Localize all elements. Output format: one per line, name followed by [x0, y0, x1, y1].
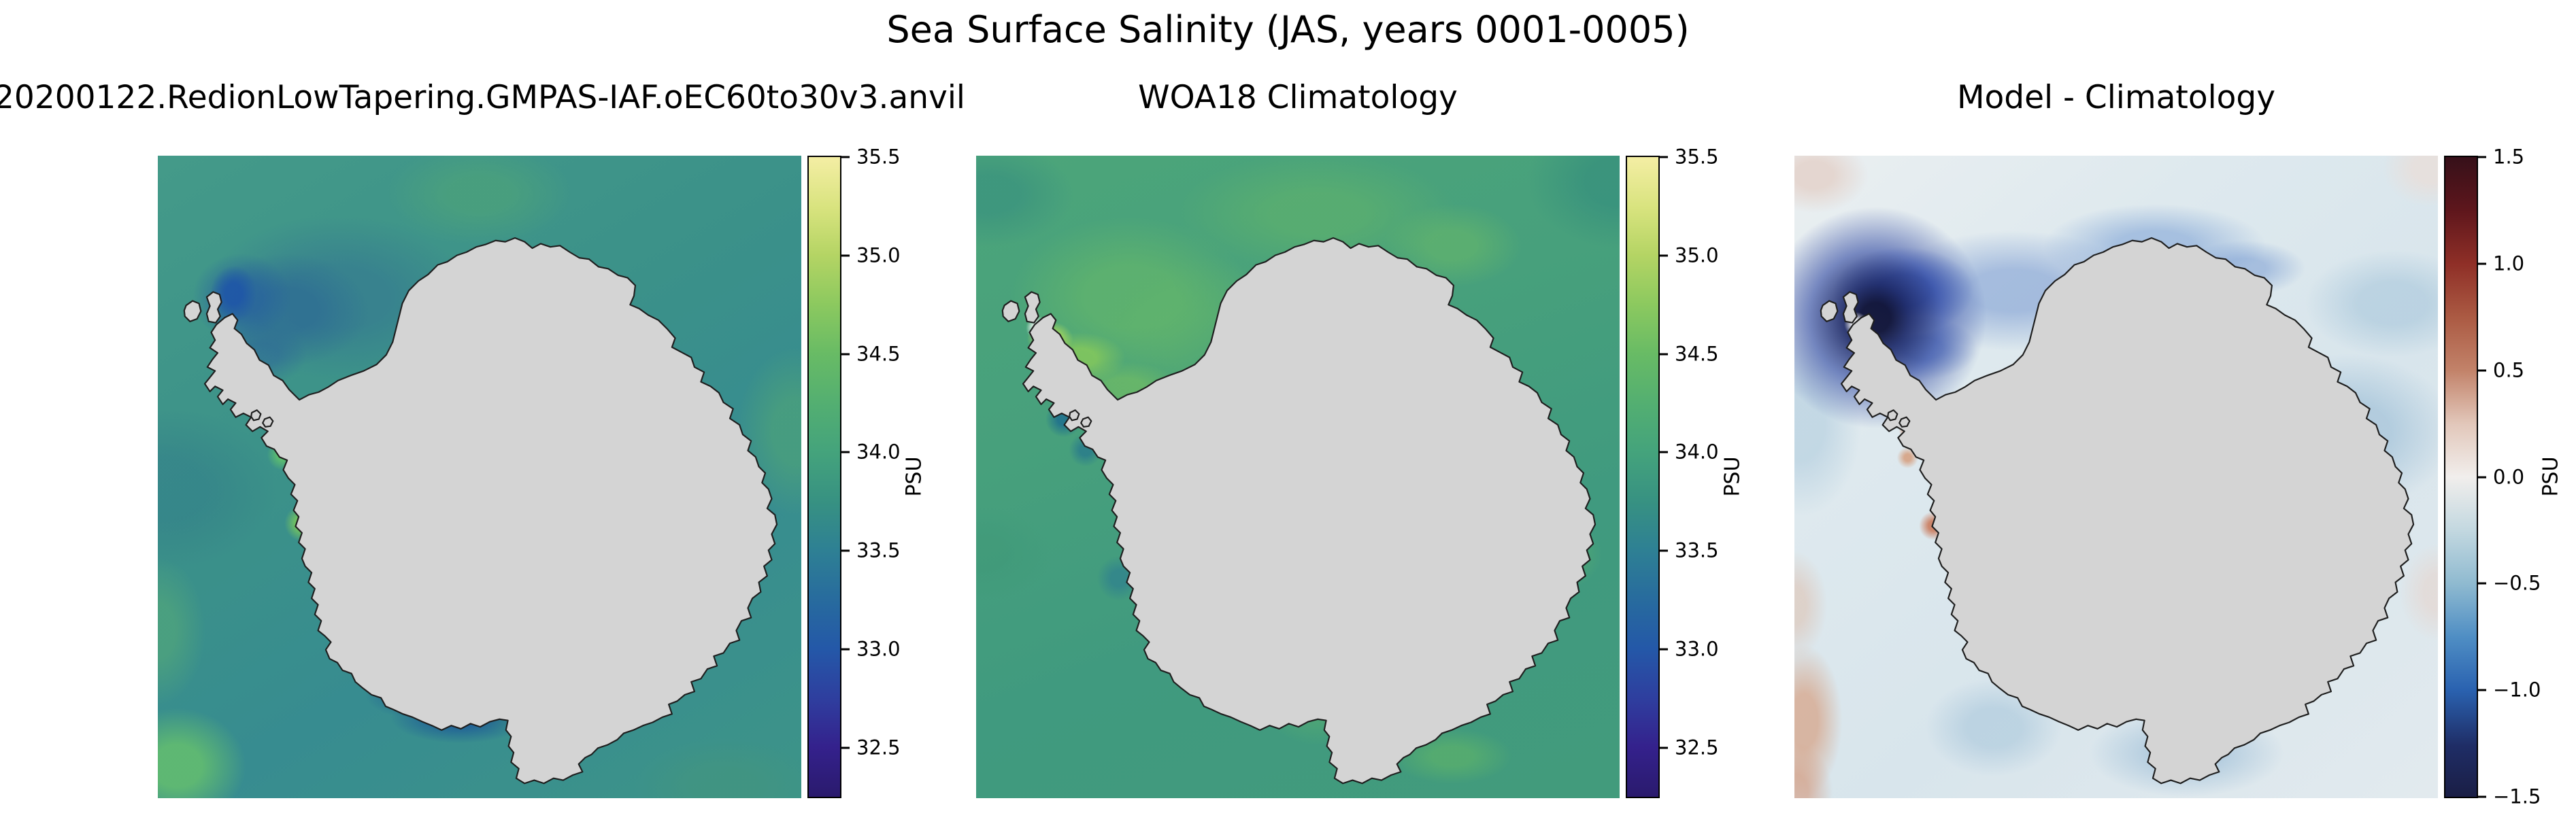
tick-mark — [1658, 746, 1668, 749]
colorbar-climatology: 35.5 35.0 34.5 34.0 33.5 33.0 32.5 — [1626, 147, 1719, 798]
tick-label: 0.5 — [2493, 358, 2525, 382]
colorbar-gradient-haline — [1627, 157, 1658, 797]
tick-label: 0.0 — [2493, 465, 2525, 488]
tick-mark — [2477, 262, 2486, 265]
tick-label: 34.0 — [1675, 440, 1719, 464]
tick-label: 34.5 — [856, 342, 901, 366]
map-model — [158, 156, 801, 798]
colorbar-gradient-balance — [2445, 157, 2477, 797]
tick-mark — [2477, 795, 2486, 798]
tick-mark — [2477, 582, 2486, 585]
tick-mark — [840, 549, 850, 552]
colorbar-model: 35.5 35.0 34.5 34.0 33.5 33.0 32.5 — [807, 147, 901, 798]
antarctica-silhouette — [1794, 156, 2438, 798]
tick-mark — [1658, 353, 1668, 356]
figure-title: Sea Surface Salinity (JAS, years 0001-00… — [886, 8, 1690, 51]
tick-label: 1.0 — [2493, 252, 2525, 275]
tick-mark — [1658, 549, 1668, 552]
tick-mark — [840, 156, 850, 158]
tick-label: 33.5 — [1675, 538, 1719, 562]
tick-label: 34.0 — [856, 440, 901, 464]
colorbar-unit-label: PSU — [902, 456, 926, 497]
tick-label: 35.0 — [856, 243, 901, 267]
tick-label: 1.5 — [2493, 145, 2525, 169]
tick-label: 35.5 — [1675, 145, 1719, 169]
tick-label: 33.5 — [856, 538, 901, 562]
tick-mark — [840, 648, 850, 651]
colorbar-unit-label: PSU — [1720, 456, 1745, 497]
panel-title-climatology: WOA18 Climatology — [1138, 79, 1458, 116]
panel-model: 20200122.RedionLowTapering.GMPAS-IAF.oEC… — [0, 0, 976, 824]
colorbar-gradient-haline — [809, 157, 840, 797]
tick-label: 35.5 — [856, 145, 901, 169]
tick-label: 32.5 — [1675, 736, 1719, 759]
tick-mark — [1658, 156, 1668, 158]
tick-label: −1.5 — [2493, 785, 2541, 808]
map-climatology — [976, 156, 1620, 798]
tick-label: −1.0 — [2493, 678, 2541, 702]
colorbar-difference: 1.5 1.0 0.5 0.0 −0.5 −1.0 −1.5 — [2444, 147, 2541, 806]
antarctica-silhouette — [976, 156, 1620, 798]
tick-mark — [1658, 254, 1668, 257]
tick-label: −0.5 — [2493, 571, 2541, 595]
tick-mark — [1658, 648, 1668, 651]
panel-title-model: 20200122.RedionLowTapering.GMPAS-IAF.oEC… — [0, 79, 965, 116]
tick-mark — [840, 254, 850, 257]
panel-climatology: WOA18 Climatology 35.5 35.0 34.5 34.0 33… — [976, 0, 1794, 824]
tick-label: 34.5 — [1675, 342, 1719, 366]
antarctica-silhouette — [158, 156, 801, 798]
tick-mark — [840, 451, 850, 453]
tick-label: 35.0 — [1675, 243, 1719, 267]
tick-mark — [1658, 451, 1668, 453]
tick-mark — [2477, 369, 2486, 372]
tick-mark — [840, 353, 850, 356]
tick-mark — [2477, 689, 2486, 691]
map-difference — [1794, 156, 2438, 798]
tick-label: 32.5 — [856, 736, 901, 759]
tick-mark — [2477, 476, 2486, 478]
tick-label: 33.0 — [1675, 637, 1719, 661]
colorbar-unit-label: PSU — [2539, 456, 2563, 497]
tick-mark — [840, 746, 850, 749]
panel-title-difference: Model - Climatology — [1956, 79, 2276, 116]
panel-difference: Model - Climatology 1.5 1.0 0.5 0.0 −0.5… — [1794, 0, 2576, 824]
tick-mark — [2477, 156, 2486, 158]
tick-label: 33.0 — [856, 637, 901, 661]
